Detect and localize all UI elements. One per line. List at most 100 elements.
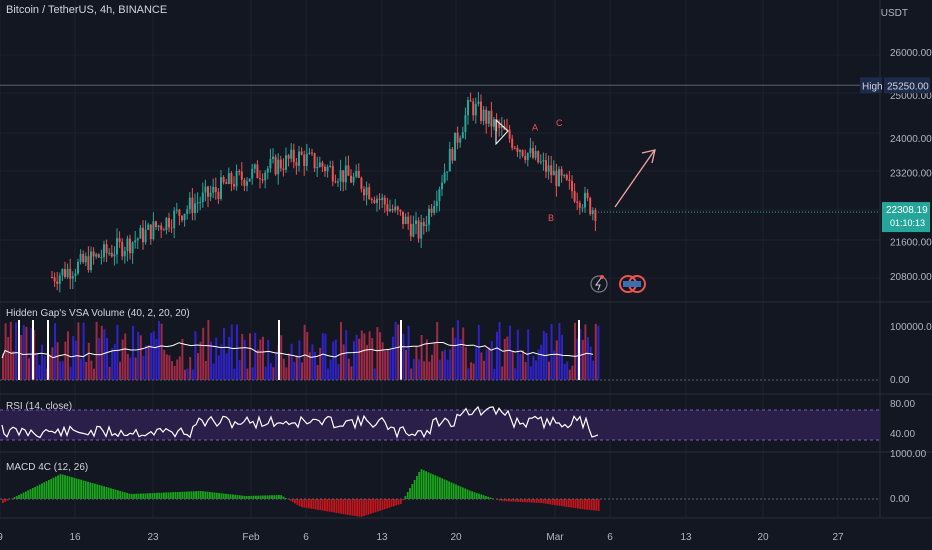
volume-bar [152, 331, 155, 380]
candle-body [56, 281, 59, 284]
volume-bar [54, 323, 56, 380]
macd-bar [158, 492, 161, 499]
volume-bar [178, 356, 181, 380]
volume-bar [483, 360, 485, 380]
volume-bar [155, 339, 158, 380]
volume-bar [290, 343, 293, 380]
candle-body [248, 178, 251, 182]
macd-bar [94, 483, 96, 499]
volume-bar [230, 324, 233, 380]
volume-bar [337, 364, 340, 380]
volume-bar [446, 359, 449, 380]
macd-bar [2, 499, 4, 503]
volume-bar [51, 347, 54, 380]
candle-body [292, 149, 295, 163]
macd-bar [595, 499, 598, 511]
macd-bar [471, 491, 473, 499]
macd-bar [393, 499, 395, 507]
volume-bar [376, 327, 379, 380]
macd-bar [284, 497, 287, 499]
candle-body [53, 277, 56, 282]
volume-bar [467, 368, 470, 380]
candle-body [565, 174, 568, 180]
macd-bar [227, 494, 230, 499]
macd-bar [310, 499, 312, 509]
macd-bar [517, 499, 519, 502]
candle-body [370, 199, 373, 201]
candle-body [355, 170, 358, 177]
macd-bar [61, 474, 64, 499]
projection-arrow [614, 150, 655, 208]
macd-bar [29, 489, 32, 499]
candle-body [347, 165, 350, 176]
rsi-pane-label: RSI (14, close) [6, 401, 73, 412]
macd-bar [294, 499, 296, 504]
macd-bar [257, 495, 260, 499]
volume-bar [347, 358, 350, 380]
wave-label-b: B [548, 213, 554, 223]
volume-bar [516, 329, 519, 380]
macd-bar [301, 499, 303, 508]
macd-bar [80, 479, 82, 499]
macd-bar [565, 499, 568, 507]
macd-bar [213, 492, 216, 499]
bar-countdown: 01:10:13 [890, 218, 925, 228]
candle-body [482, 109, 485, 121]
candle-body [547, 165, 550, 172]
macd-tick-high: 1000.00 [890, 449, 927, 460]
candle-body [415, 220, 417, 224]
macd-bar [105, 487, 108, 499]
candle-body [246, 181, 248, 186]
candle-body [95, 254, 98, 257]
macd-bar [409, 488, 411, 499]
candle-body [285, 155, 287, 170]
macd-bar [268, 495, 271, 499]
candle-body [394, 206, 397, 211]
macd-bar [503, 499, 506, 502]
candle-body [448, 148, 451, 172]
volume-bar [485, 349, 488, 380]
volume-bar [119, 361, 121, 380]
climax-volume-bar [32, 320, 34, 380]
macd-bar [248, 495, 250, 499]
macd-bar [165, 492, 168, 499]
macd-bar [397, 499, 400, 505]
volume-bar [566, 361, 569, 380]
macd-bar [100, 485, 103, 499]
time-axis-label: 20 [450, 532, 462, 543]
volume-bar [340, 322, 342, 380]
volume-bar [199, 341, 202, 380]
macd-bar [416, 476, 418, 499]
volume-bar [132, 325, 134, 380]
candle-body [71, 276, 74, 279]
macd-bar [123, 492, 126, 499]
candle-body [373, 200, 376, 204]
macd-bar [52, 477, 55, 499]
candle-body [69, 268, 72, 279]
candle-body [456, 132, 459, 143]
volume-bar [38, 364, 41, 380]
time-axis-label: 9 [0, 532, 3, 543]
candle-body [90, 251, 92, 271]
candle-body [243, 179, 246, 186]
time-axis-label: Mar [546, 532, 564, 543]
volume-bar [366, 345, 368, 380]
volume-bar [425, 339, 428, 380]
macd-bar [344, 499, 347, 515]
candle-body [308, 152, 311, 154]
macd-bar [388, 499, 391, 508]
macd-bar [363, 499, 365, 516]
rsi-line [1, 405, 599, 439]
candle-body [438, 189, 441, 202]
volume-bar [363, 333, 366, 380]
volume-bar [321, 333, 324, 380]
climax-volume-bar [400, 320, 402, 380]
macd-bar [296, 499, 299, 505]
volume-bar [15, 322, 17, 380]
climax-volume-bar [578, 320, 580, 380]
macd-bar [142, 493, 145, 499]
macd-bar [27, 490, 30, 499]
macd-bar [473, 492, 476, 499]
volume-bar [210, 341, 212, 380]
